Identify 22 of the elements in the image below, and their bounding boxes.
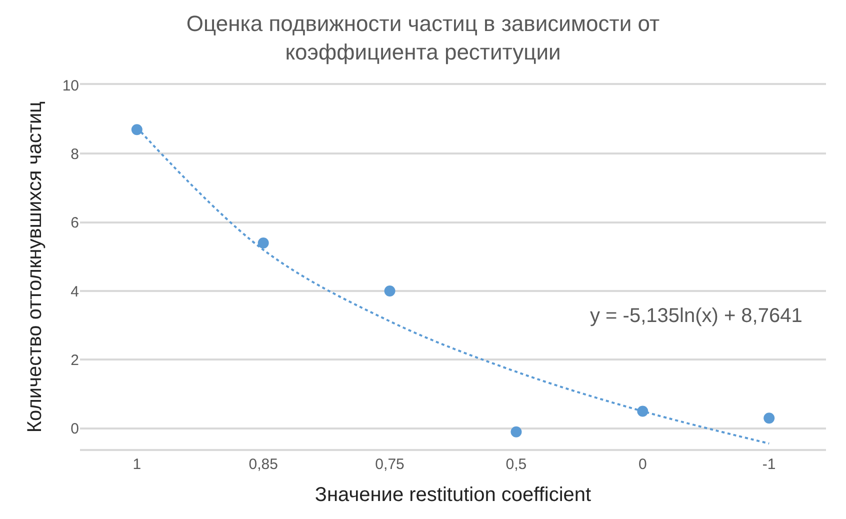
x-axis-title: Значение restitution coefficient (314, 484, 592, 506)
point (258, 237, 269, 248)
point (637, 406, 648, 417)
y-tick-label: 6 (70, 214, 79, 232)
chart-title: Оценка подвижности частиц в зависимости от коэффициента реституции (186, 11, 660, 65)
x-tick-label: 0,5 (506, 456, 527, 473)
point (131, 124, 142, 136)
y-tick-label: 2 (70, 352, 79, 369)
x-tick-label: 1 (132, 456, 142, 473)
x-tick-label: 0,85 (248, 456, 278, 473)
annotation: y = -5,135ln(x) + 8,7641 (590, 305, 802, 327)
x-tick-label: 0 (638, 456, 647, 473)
x-tick-label: 0,75 (375, 456, 404, 473)
x-tick-label: -1 (762, 456, 776, 473)
y-tick-label: 0 (70, 420, 79, 438)
y-tick-label: 8 (70, 146, 79, 163)
y-tick-label: 10 (62, 77, 79, 94)
y-axis-title: Количество оттолкнувшихся частиц (24, 101, 46, 433)
point (384, 286, 396, 297)
point (764, 412, 775, 424)
point (510, 426, 522, 438)
y-tick-label: 4 (70, 283, 79, 300)
